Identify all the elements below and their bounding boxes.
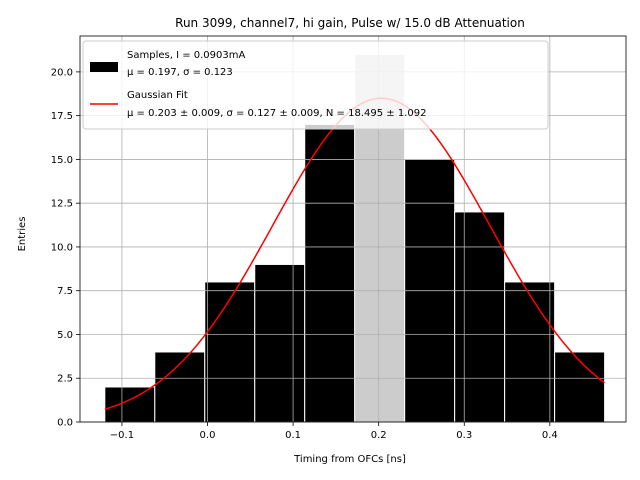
histogram-bar <box>254 263 306 423</box>
y-tick-label: 17.5 <box>51 111 73 122</box>
histogram-bar <box>554 351 606 423</box>
histogram-bar <box>204 281 256 423</box>
y-tick-label: 0.0 <box>57 418 73 429</box>
histogram-bar <box>454 211 506 423</box>
x-tick-label: −0.1 <box>110 430 134 441</box>
x-tick-label: 0.0 <box>200 430 216 441</box>
y-tick-label: 7.5 <box>57 286 73 297</box>
x-tick-label: 0.3 <box>456 430 472 441</box>
x-tick-label: 0.4 <box>542 430 558 441</box>
histogram-bar <box>304 123 356 423</box>
y-tick-label: 12.5 <box>51 199 73 210</box>
x-tick-label: 0.2 <box>371 430 387 441</box>
axes-frame <box>79 35 627 423</box>
plot-area: −0.1 0.0 0.1 0.2 0.3 0.4 0.0 2.5 5.0 7.5 10.0 12.5 1… <box>51 35 627 441</box>
histogram-bar <box>104 386 156 423</box>
histogram-bar <box>504 281 556 423</box>
y-tick-label: 2.5 <box>57 374 73 385</box>
y-tick-label: 10.0 <box>51 242 73 253</box>
legend-samples-swatch <box>90 62 118 72</box>
histogram-bar <box>154 351 206 423</box>
y-tick-label: 20.0 <box>51 67 73 78</box>
legend-fit-line2: μ = 0.203 ± 0.009, σ = 0.127 ± 0.009, N … <box>127 108 426 119</box>
x-tick-label: 0.1 <box>285 430 301 441</box>
y-axis-title: Entries <box>17 217 28 252</box>
chart-title: Run 3099, channel7, hi gain, Pulse w/ 15… <box>175 16 525 30</box>
legend-samples-line1: Samples, I = 0.0903mA <box>127 50 245 61</box>
legend-box <box>82 40 549 130</box>
legend-samples-line2: μ = 0.197, σ = 0.123 <box>127 67 233 78</box>
legend-fit-line1: Gaussian Fit <box>127 90 188 101</box>
y-tick-label: 15.0 <box>51 155 73 166</box>
x-axis-title: Timing from OFCs [ns] <box>293 454 406 465</box>
y-tick-label: 5.0 <box>57 330 73 341</box>
